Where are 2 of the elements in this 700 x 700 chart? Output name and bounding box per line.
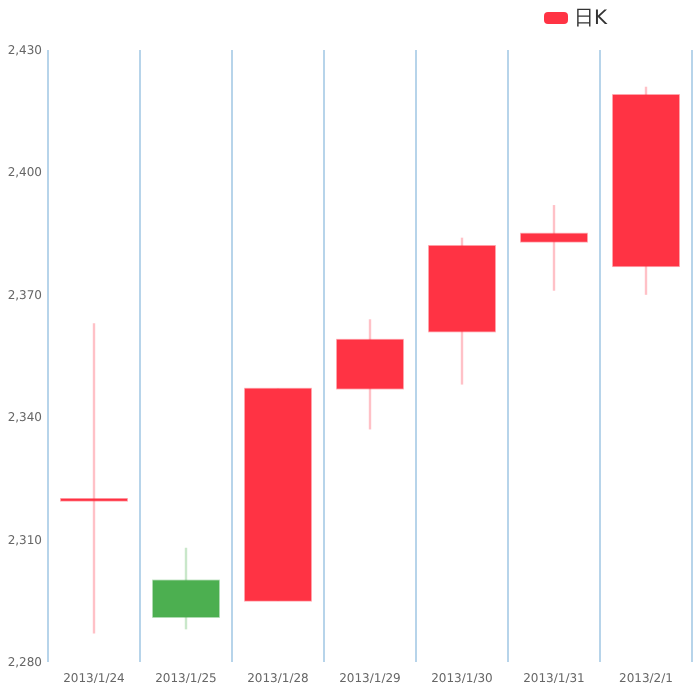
- legend-label: 日K: [574, 8, 608, 30]
- legend: 日K: [544, 8, 608, 30]
